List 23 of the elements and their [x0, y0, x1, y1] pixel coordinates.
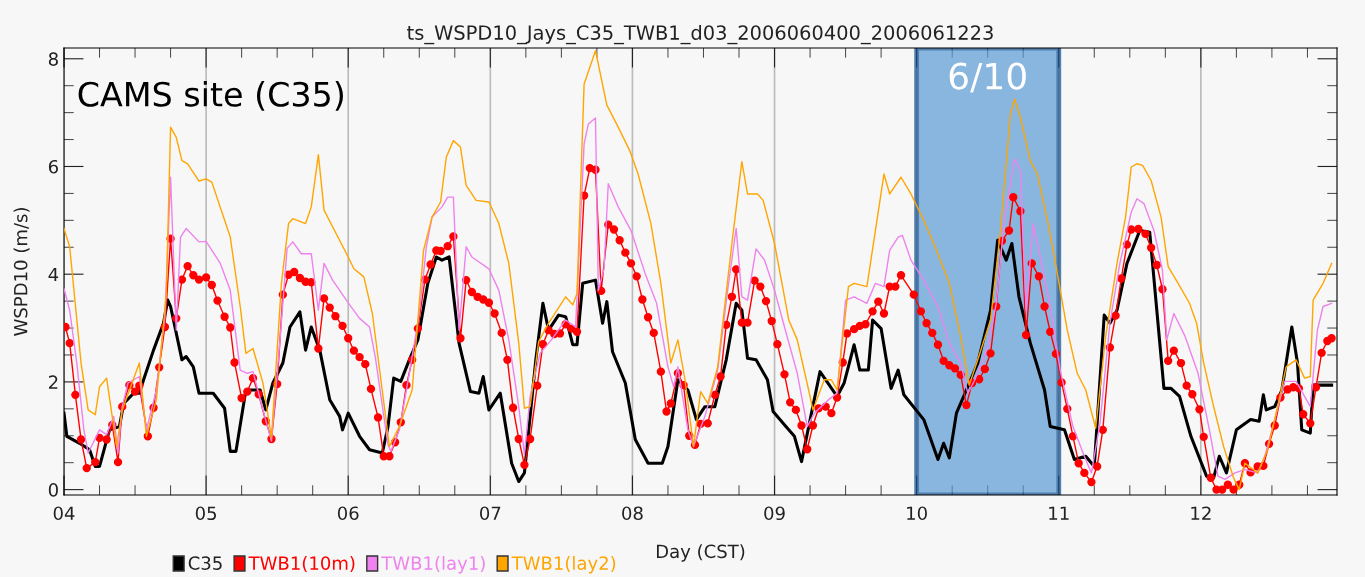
x-tick-label: 09: [764, 506, 785, 521]
x-tick-label: 07: [480, 506, 501, 521]
band-label: 6/10: [949, 62, 1026, 93]
x-tick-label: 06: [337, 506, 359, 521]
y-tick-label: 4: [48, 267, 59, 282]
x-tick-label: 10: [907, 506, 927, 521]
x-tick-label: 05: [195, 506, 217, 521]
legend-label: TWB1(lay1): [381, 555, 485, 574]
legend-label: TWB1(10m): [248, 555, 355, 573]
legend-label: C35: [188, 556, 222, 570]
y-tick-label: 0: [48, 483, 58, 497]
y-tick-label: 6: [48, 159, 58, 174]
chart-title: ts_WSPD10_Jays_C35_TWB1_d03_2006060400_2006061223: [407, 24, 993, 45]
legend-label: TWB1(lay2): [511, 555, 616, 574]
x-tick-label: 12: [1191, 506, 1211, 520]
x-axis-title: Day (CST): [656, 544, 745, 562]
y-tick-label: 2: [48, 375, 58, 389]
y-tick-label: 8: [48, 52, 58, 66]
x-tick-label: 11: [1049, 506, 1069, 520]
annotation: CAMS site (C35): [78, 81, 343, 111]
x-tick-label: 04: [53, 506, 75, 521]
x-tick-label: 08: [622, 506, 643, 521]
y-axis-title: WSPD10 (m/s): [13, 208, 30, 336]
